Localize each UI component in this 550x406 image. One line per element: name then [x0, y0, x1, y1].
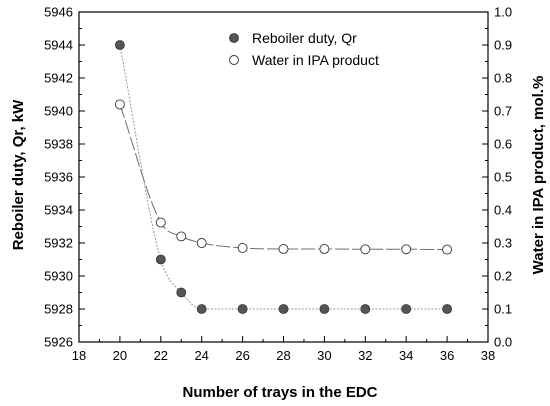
left-y-tick-label: 5934	[44, 203, 73, 218]
right-y-tick-label: 0.8	[494, 71, 512, 86]
reboiler-duty-point	[115, 40, 125, 50]
left-y-tick-label: 5940	[44, 104, 73, 119]
x-tick-label: 30	[317, 348, 331, 363]
left-y-axis-label: Reboiler duty, Qr, kW	[10, 99, 27, 250]
reboiler-duty-point	[442, 304, 453, 314]
x-tick-label: 24	[194, 348, 208, 363]
legend: Reboiler duty, Qr Water in IPA product	[229, 30, 379, 68]
left-y-tick-label: 5944	[44, 38, 73, 53]
right-y-tick-label: 0.3	[494, 236, 512, 251]
legend-marker-reboiler-duty	[229, 33, 239, 43]
data-points	[114, 40, 453, 314]
fit-curves	[119, 44, 448, 310]
reboiler-duty-point	[360, 304, 371, 314]
x-tick-label: 26	[235, 348, 249, 363]
left-y-tick-label: 5936	[44, 170, 73, 185]
right-y-tick-label: 0.1	[494, 302, 512, 317]
right-y-axis-label: Water in IPA product, mol.%	[530, 76, 547, 275]
x-tick-label: 32	[358, 348, 372, 363]
axis-ticks: 18 20 22 24 26 28 30 32 34 36 38 5926 5928 5930 5932 59…	[44, 5, 512, 364]
water-in-ipa-point	[442, 244, 453, 255]
legend-marker-water-in-ipa	[229, 55, 239, 65]
left-y-tick-label: 5942	[44, 71, 73, 86]
water-in-ipa-fit-curve	[119, 104, 448, 251]
reboiler-duty-point	[176, 287, 187, 298]
water-in-ipa-point	[278, 243, 289, 254]
water-in-ipa-point	[114, 99, 125, 110]
reboiler-duty-point	[401, 304, 412, 314]
right-y-tick-label: 0.0	[494, 335, 512, 350]
legend-label-reboiler-duty: Reboiler duty, Qr	[252, 30, 357, 46]
right-y-tick-label: 0.2	[494, 269, 512, 284]
left-y-tick-label: 5938	[44, 137, 73, 152]
water-in-ipa-point	[360, 244, 371, 255]
x-tick-label: 22	[154, 348, 168, 363]
water-in-ipa-point	[319, 243, 330, 254]
water-in-ipa-point	[196, 238, 207, 248]
right-y-tick-label: 0.9	[494, 38, 512, 53]
x-tick-label: 28	[276, 348, 290, 363]
left-y-tick-label: 5932	[44, 236, 73, 251]
right-y-tick-label: 0.5	[494, 170, 512, 185]
reboiler-duty-point	[155, 254, 166, 265]
right-y-tick-label: 0.4	[494, 203, 512, 218]
x-tick-label: 20	[113, 348, 127, 363]
reboiler-duty-fit-curve	[119, 44, 448, 310]
water-in-ipa-point	[155, 217, 166, 228]
x-tick-label: 18	[72, 348, 86, 363]
right-y-tick-label: 0.7	[494, 104, 512, 119]
reboiler-duty-point	[278, 304, 289, 314]
reboiler-duty-point	[196, 304, 207, 314]
x-tick-label: 34	[399, 348, 413, 363]
reboiler-duty-point	[237, 304, 248, 314]
left-y-tick-label: 5930	[44, 269, 73, 284]
water-in-ipa-point	[176, 231, 187, 242]
water-in-ipa-point	[237, 242, 248, 253]
legend-label-water-in-ipa: Water in IPA product	[252, 52, 379, 68]
water-in-ipa-point	[401, 244, 412, 255]
x-tick-label: 36	[440, 348, 454, 363]
right-y-tick-label: 1.0	[494, 5, 512, 20]
left-y-tick-label: 5928	[44, 302, 73, 317]
left-y-tick-label: 5926	[44, 335, 73, 350]
right-y-tick-label: 0.6	[494, 137, 512, 152]
reboiler-duty-point	[319, 304, 330, 314]
x-axis-label: Number of trays in the EDC	[182, 384, 377, 401]
left-y-tick-label: 5946	[44, 5, 73, 20]
x-tick-label: 38	[481, 348, 495, 363]
